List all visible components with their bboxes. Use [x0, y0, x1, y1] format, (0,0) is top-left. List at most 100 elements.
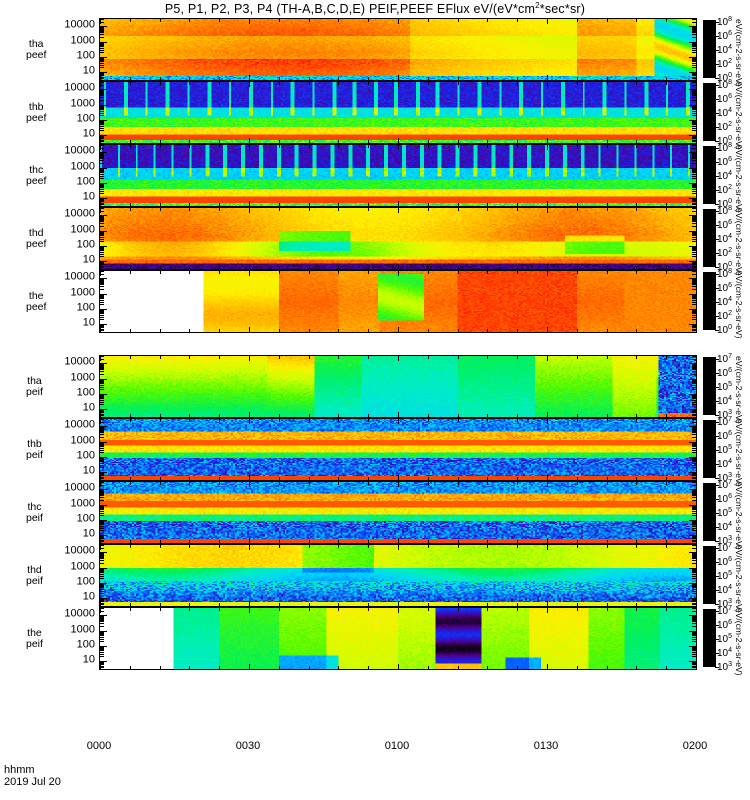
y-minor-tick: [692, 158, 696, 159]
y-minor-tick: [100, 395, 104, 396]
x-tick: [398, 271, 399, 276]
y-minor-tick: [100, 43, 104, 44]
y-minor-tick: [100, 280, 104, 281]
colorbar-tick-label: 105: [717, 569, 733, 583]
y-minor-tick: [100, 231, 104, 232]
y-tick: [689, 152, 696, 153]
y-minor-tick: [100, 157, 104, 158]
x-minor-tick: [607, 603, 608, 606]
y-tick-label: 10000: [64, 355, 95, 368]
colorbar-tick: [715, 485, 719, 486]
panel-thb-peef: 10000 1000 100 10 thb peef: [26, 81, 697, 144]
y-minor-tick: [100, 524, 104, 525]
panel-the-peif: 10000 1000 100 10 the peif: [26, 607, 697, 670]
y-minor-tick: [100, 46, 104, 47]
x-minor-tick: [338, 414, 339, 417]
panel-thc-peif: 10000 1000 100 10 thc peif: [26, 481, 697, 544]
colorbar-unit-label: eV/(cm-2-s-sr-eV): [734, 608, 744, 676]
y-tick-label: 10: [82, 653, 95, 666]
y-minor-tick: [100, 289, 104, 290]
y-minor-tick: [100, 85, 104, 86]
y-minor-tick: [692, 247, 696, 248]
y-minor-tick: [100, 540, 104, 541]
x-tick: [547, 538, 548, 543]
plot-area-thb-peif: [99, 418, 697, 481]
y-minor-tick: [692, 530, 696, 531]
x-minor-tick: [279, 608, 280, 611]
spectrogram-image-thb-peif: [100, 419, 696, 480]
y-minor-tick: [100, 220, 104, 221]
x-minor-tick: [189, 477, 190, 480]
y-minor-tick: [100, 618, 104, 619]
y-minor-tick: [692, 509, 696, 510]
x-minor-tick: [338, 603, 339, 606]
x-minor-tick: [517, 545, 518, 548]
x-minor-tick: [487, 271, 488, 274]
x-minor-tick: [517, 356, 518, 359]
x-minor-tick: [338, 477, 339, 480]
y-minor-tick: [100, 497, 104, 498]
y-minor-tick: [100, 262, 104, 263]
colorbar-tick: [715, 436, 719, 437]
y-minor-tick: [100, 664, 104, 665]
y-tick-label: 100: [76, 238, 95, 251]
x-minor-tick: [160, 271, 161, 274]
x-minor-tick: [636, 477, 637, 480]
y-minor-tick: [692, 183, 696, 184]
x-minor-tick: [279, 329, 280, 332]
y-minor-tick: [100, 515, 104, 516]
x-minor-tick: [636, 545, 637, 548]
plot-area-thb-peef: [99, 81, 697, 144]
y-minor-tick: [100, 583, 104, 584]
y-minor-tick: [100, 367, 104, 368]
colorbar-tick: [715, 36, 719, 37]
y-minor-tick: [100, 528, 104, 529]
y-minor-tick: [692, 122, 696, 123]
y-minor-tick: [100, 432, 104, 433]
x-tick: [398, 664, 399, 669]
y-minor-tick: [100, 171, 104, 172]
y-minor-tick: [692, 178, 696, 179]
x-tick: [249, 327, 250, 332]
x-minor-tick: [279, 545, 280, 548]
y-minor-tick: [692, 593, 696, 594]
colorbar-unit-label: eV/(cm-2-s-sr-eV): [734, 145, 744, 213]
x-minor-tick: [666, 419, 667, 422]
y-minor-tick: [100, 315, 104, 316]
y-tick: [100, 89, 107, 90]
x-minor-tick: [368, 608, 369, 611]
panel-label-the-peef: the peef: [26, 290, 47, 313]
y-minor-tick: [100, 402, 104, 403]
panel-label-instrument: peef: [26, 111, 47, 124]
x-minor-tick: [189, 414, 190, 417]
y-minor-tick: [100, 398, 104, 399]
y-minor-tick: [692, 400, 696, 401]
y-minor-tick: [692, 300, 696, 301]
x-minor-tick: [279, 482, 280, 485]
y-minor-tick: [692, 204, 696, 205]
y-minor-tick: [100, 434, 104, 435]
y-minor-tick: [100, 505, 104, 506]
x-minor-tick: [458, 208, 459, 211]
y-tick: [689, 598, 696, 599]
x-minor-tick: [636, 19, 637, 22]
y-minor-tick: [100, 443, 104, 444]
y-minor-tick: [100, 385, 104, 386]
y-minor-tick: [692, 73, 696, 74]
y-minor-tick: [100, 663, 104, 664]
y-tick: [100, 489, 107, 490]
x-minor-tick: [368, 545, 369, 548]
x-minor-tick: [130, 414, 131, 417]
y-minor-tick: [100, 619, 104, 620]
y-minor-tick: [692, 442, 696, 443]
x-minor-tick: [607, 271, 608, 274]
y-tick: [689, 261, 696, 262]
colorbar-tick: [715, 85, 719, 86]
y-minor-tick: [100, 298, 104, 299]
panel-label-instrument: peef: [26, 300, 47, 313]
y-minor-tick: [100, 30, 104, 31]
y-minor-tick: [692, 568, 696, 569]
y-minor-tick: [692, 404, 696, 405]
x-minor-tick: [189, 77, 190, 80]
y-minor-tick: [100, 586, 104, 587]
